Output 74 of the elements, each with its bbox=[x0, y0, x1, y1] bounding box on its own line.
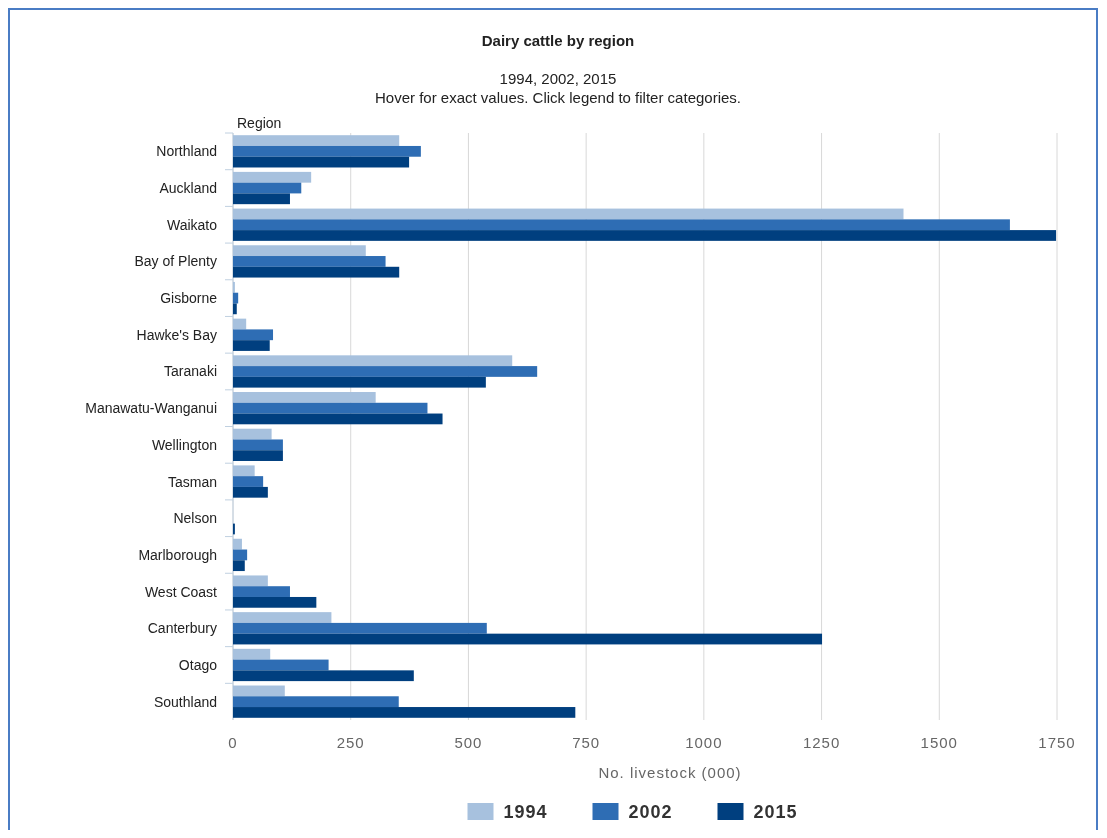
bar bbox=[233, 659, 329, 671]
bar bbox=[233, 355, 513, 367]
y-tick-label: Canterbury bbox=[147, 620, 217, 637]
bar bbox=[233, 670, 414, 682]
x-tick-label: 750 bbox=[572, 734, 601, 751]
y-axis-title: Region bbox=[237, 115, 282, 131]
bar bbox=[233, 612, 332, 623]
bar bbox=[233, 366, 538, 377]
y-tick-label: Taranaki bbox=[164, 363, 217, 380]
y-tick-label: Waikato bbox=[166, 216, 218, 233]
bar bbox=[233, 622, 487, 634]
y-tick-label: Northland bbox=[156, 143, 217, 160]
bar bbox=[233, 413, 443, 425]
y-tick-label: Auckland bbox=[159, 180, 217, 197]
bar bbox=[233, 266, 400, 278]
bar bbox=[233, 208, 904, 220]
x-tick-label: 1750 bbox=[1038, 734, 1076, 751]
bar bbox=[233, 402, 428, 414]
bar bbox=[233, 465, 255, 477]
bar bbox=[233, 428, 272, 440]
y-tick-label: Gisborne bbox=[160, 290, 218, 307]
bar bbox=[233, 303, 237, 315]
x-tick-label: 1250 bbox=[802, 734, 841, 751]
bar bbox=[233, 193, 290, 205]
bar bbox=[233, 182, 302, 194]
bar bbox=[233, 156, 410, 168]
y-tick-label: West Coast bbox=[144, 583, 218, 600]
bar bbox=[233, 256, 386, 267]
legend-label: 2002 bbox=[628, 802, 673, 822]
y-tick-label: Hawke's Bay bbox=[136, 326, 217, 343]
bar bbox=[233, 171, 312, 183]
bar bbox=[233, 135, 400, 146]
bar bbox=[233, 318, 247, 330]
bar bbox=[233, 685, 285, 697]
bar bbox=[233, 392, 376, 403]
x-tick-label: 0 bbox=[228, 734, 238, 751]
bar bbox=[233, 219, 1010, 231]
bar bbox=[233, 450, 283, 461]
bar bbox=[233, 340, 270, 351]
bar bbox=[233, 230, 1057, 241]
y-tick-label: Manawatu-Wanganui bbox=[85, 400, 217, 417]
legend-label: 1994 bbox=[503, 802, 548, 822]
bar bbox=[233, 648, 271, 660]
bar bbox=[233, 633, 823, 645]
y-tick-label: Bay of Plenty bbox=[134, 253, 217, 270]
bar bbox=[233, 476, 264, 487]
bar bbox=[233, 376, 486, 388]
y-tick-label: Wellington bbox=[151, 436, 217, 453]
bar bbox=[233, 549, 248, 561]
x-tick-label: 250 bbox=[336, 734, 365, 751]
chart-title: Dairy cattle by region bbox=[481, 32, 635, 49]
bar bbox=[233, 439, 283, 451]
chart-subtitle: 1994, 2002, 2015 Hover for exact values. Click legend to filter categories. bbox=[375, 70, 741, 106]
bar bbox=[233, 145, 421, 157]
x-tick-label: 500 bbox=[454, 734, 483, 751]
bar bbox=[233, 596, 317, 608]
bar bbox=[233, 329, 274, 341]
y-tick-label: Nelson bbox=[173, 510, 217, 527]
bar bbox=[233, 538, 242, 550]
x-tick-label: 1500 bbox=[920, 734, 958, 751]
y-tick-label: Tasman bbox=[167, 473, 217, 490]
legend-label: 2015 bbox=[753, 802, 798, 822]
y-tick-label: Southland bbox=[153, 693, 217, 710]
bar bbox=[233, 560, 245, 572]
bar bbox=[233, 586, 290, 597]
bar bbox=[233, 575, 268, 587]
y-tick-label: Otago bbox=[178, 656, 218, 673]
bar bbox=[233, 707, 576, 718]
x-tick-label: 1000 bbox=[685, 734, 723, 751]
bar bbox=[233, 696, 399, 708]
y-tick-label: Marlborough bbox=[138, 546, 217, 563]
x-axis-title: No. livestock (000) bbox=[598, 764, 742, 781]
bar bbox=[233, 245, 366, 257]
bar bbox=[233, 486, 268, 498]
